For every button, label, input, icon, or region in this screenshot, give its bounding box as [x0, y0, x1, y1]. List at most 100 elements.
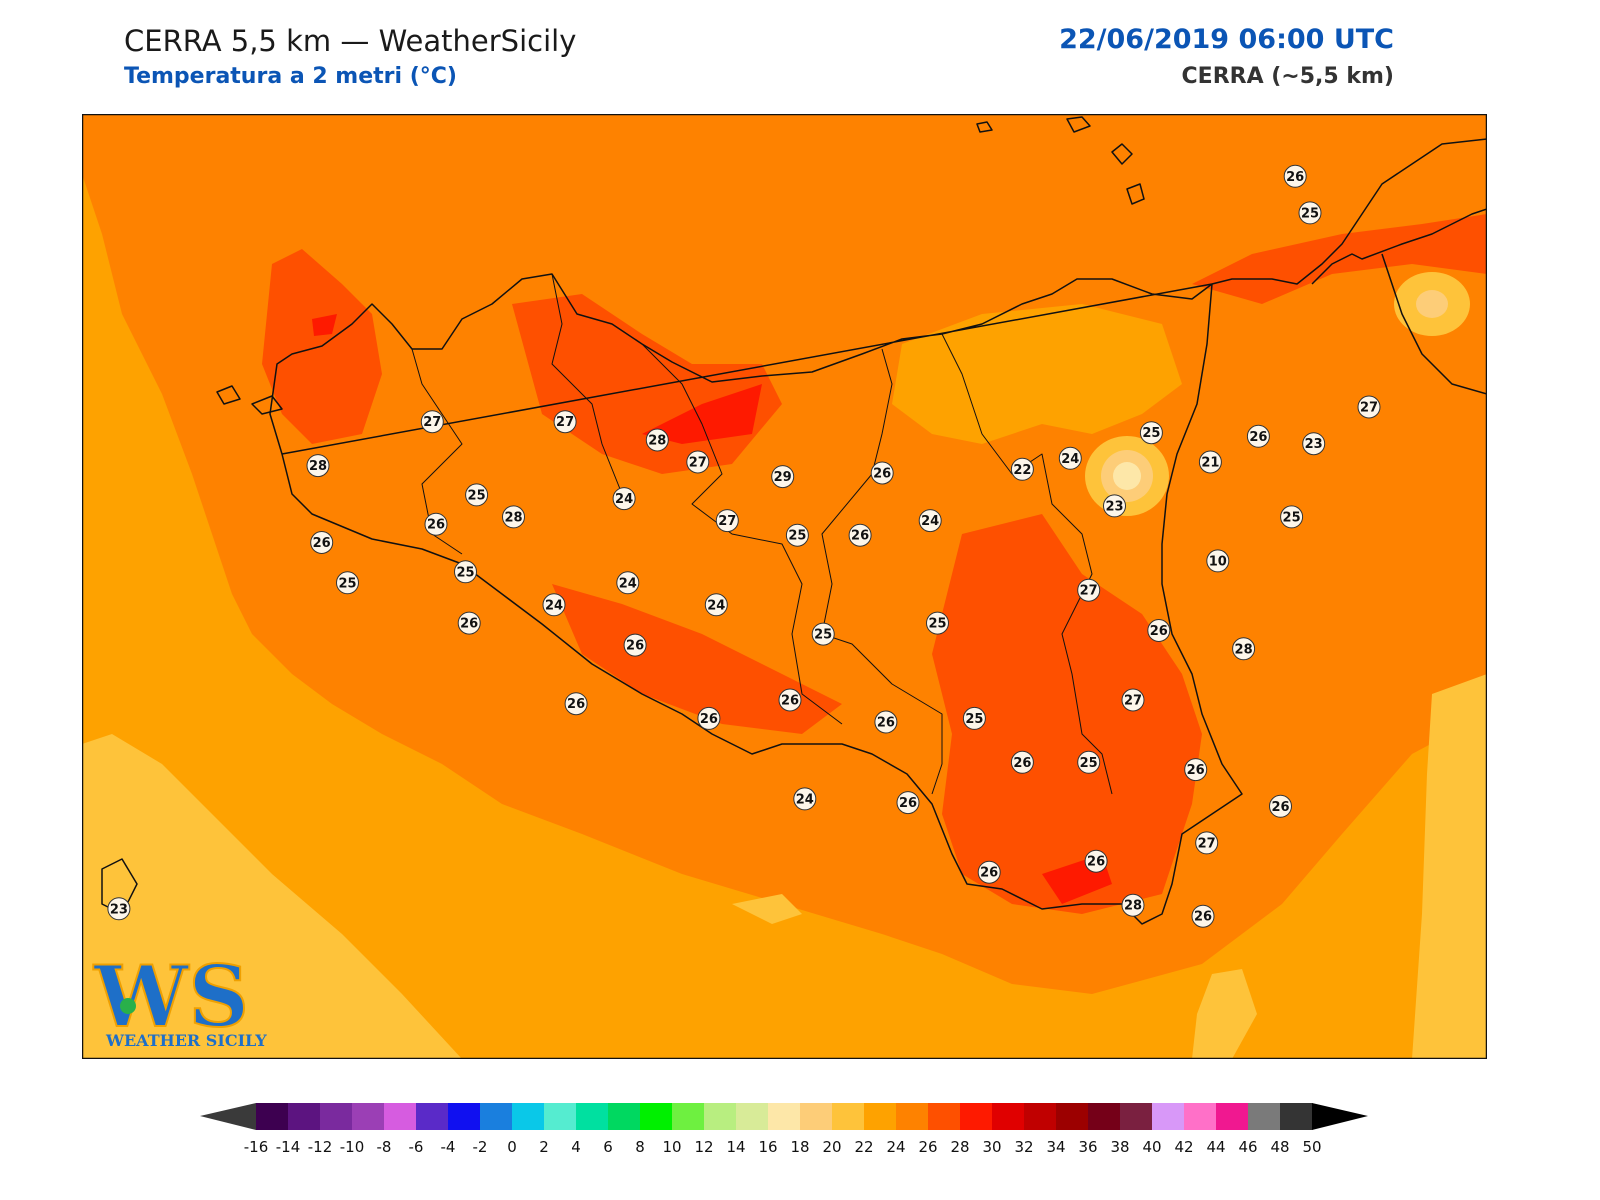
- station-circle: [1302, 432, 1326, 456]
- station-value: 26: [460, 617, 478, 632]
- station-circle: [771, 465, 795, 489]
- colorbar-swatch: [288, 1103, 321, 1130]
- station-circle: [704, 593, 728, 617]
- colorbar-tick-label: 16: [758, 1138, 777, 1156]
- colorbar-extend-high: [1312, 1103, 1368, 1130]
- colorbar-swatch: [352, 1103, 385, 1130]
- station-value: 26: [1271, 800, 1289, 815]
- field-band-22-e: [1412, 674, 1487, 1059]
- station-circle: [1184, 758, 1208, 782]
- station-circle: [1058, 446, 1082, 470]
- station-marker: 26: [310, 531, 334, 554]
- station-marker: 26: [697, 706, 721, 730]
- station-marker: 25: [465, 483, 489, 507]
- station-value: 26: [899, 796, 917, 811]
- colorbar-swatch: [576, 1103, 609, 1130]
- calabria-coastline: [1311, 208, 1487, 395]
- colorbar-tick-label: -2: [473, 1138, 488, 1156]
- station-marker: 10: [1206, 549, 1230, 573]
- map-subtitle: Temperatura a 2 metri (°C): [124, 64, 457, 89]
- station-circle: [336, 571, 359, 595]
- station-value: 28: [309, 459, 327, 474]
- station-circle: [1139, 421, 1163, 445]
- station-value: 25: [1301, 206, 1319, 221]
- station-circle: [310, 531, 334, 554]
- colorbar-swatch: [1152, 1103, 1185, 1130]
- station-marker: 26: [870, 461, 894, 485]
- colorbar-swatch: [448, 1103, 481, 1130]
- station-marker: 23: [1302, 432, 1326, 456]
- station-circle: [623, 633, 647, 657]
- station-value: 29: [774, 470, 792, 485]
- field-etna-inner: [1113, 462, 1141, 490]
- colorbar-tick-label: -4: [441, 1138, 456, 1156]
- colorbar-swatch: [320, 1103, 353, 1130]
- station-value: 26: [980, 866, 998, 881]
- field-band-22-s: [732, 894, 802, 924]
- station-circle: [977, 860, 1001, 884]
- station-value: 22: [1013, 463, 1031, 478]
- field-band-22-sw: [82, 734, 462, 1059]
- station-circle: [1283, 164, 1307, 188]
- station-circle: [1121, 688, 1145, 712]
- station-marker: 22: [1010, 457, 1034, 481]
- station-marker: 28: [1121, 893, 1145, 917]
- station-value: 26: [313, 536, 331, 551]
- station-value: 28: [1235, 642, 1253, 657]
- colorbar-tick-label: 48: [1270, 1138, 1289, 1156]
- colorbar-swatch: [384, 1103, 417, 1130]
- station-circle: [542, 593, 566, 617]
- station-value: 26: [1150, 624, 1168, 639]
- station-marker: 27: [553, 410, 577, 434]
- station-marker: 26: [457, 611, 481, 635]
- colorbar-tick-label: 18: [790, 1138, 809, 1156]
- colorbar-swatch: [960, 1103, 993, 1130]
- station-marker: 28: [306, 454, 330, 478]
- station-value: 26: [781, 694, 799, 709]
- station-marker: 26: [1269, 794, 1292, 818]
- station-circle: [793, 787, 817, 811]
- colorbar-tick-label: 32: [1014, 1138, 1033, 1156]
- station-value: 27: [556, 415, 574, 430]
- station-circle: [1121, 893, 1145, 917]
- colorbar-swatch: [704, 1103, 737, 1130]
- station-circle: [502, 505, 525, 529]
- colorbar-extend-low: [200, 1103, 256, 1130]
- station-value: 26: [1087, 855, 1105, 870]
- station-marker: 26: [564, 692, 588, 716]
- colorbar-swatch: [416, 1103, 449, 1130]
- colorbar-swatch: [256, 1103, 289, 1130]
- station-value: 25: [456, 565, 474, 580]
- field-band-30-a: [642, 384, 762, 444]
- field-band-24-center: [892, 304, 1182, 444]
- station-circle: [785, 523, 809, 547]
- station-circle: [697, 706, 721, 730]
- sicily-coastline: [269, 138, 1487, 925]
- station-value: 24: [1061, 452, 1079, 467]
- colorbar-tick-label: -8: [377, 1138, 392, 1156]
- station-value: 25: [814, 628, 832, 643]
- station-marker: 26: [1147, 619, 1171, 642]
- station-value: 10: [1209, 554, 1227, 569]
- station-marker: 27: [715, 509, 739, 533]
- field-band-22-se: [1192, 969, 1257, 1059]
- colorbar-tick-label: 24: [886, 1138, 905, 1156]
- field-band-28-s: [552, 584, 842, 734]
- station-marker: 24: [616, 571, 640, 595]
- weathersicily-logo: WS WEATHER SICILY: [92, 946, 267, 1050]
- colorbar-swatch: [1216, 1103, 1249, 1130]
- station-value: 26: [427, 518, 445, 533]
- station-circle: [457, 611, 481, 635]
- colorbar-swatch: [1024, 1103, 1057, 1130]
- field-band-28-ne: [1192, 214, 1487, 304]
- station-circle: [420, 410, 444, 434]
- logo-mark: WS: [93, 947, 249, 1046]
- station-marker: 25: [454, 560, 477, 584]
- station-marker: 24: [918, 509, 942, 533]
- station-circle: [918, 509, 942, 533]
- colorbar-swatch: [640, 1103, 673, 1130]
- station-value: 25: [788, 529, 806, 544]
- colorbar-swatch: [768, 1103, 801, 1130]
- station-value: 27: [1360, 401, 1378, 416]
- colorbar-swatch: [992, 1103, 1025, 1130]
